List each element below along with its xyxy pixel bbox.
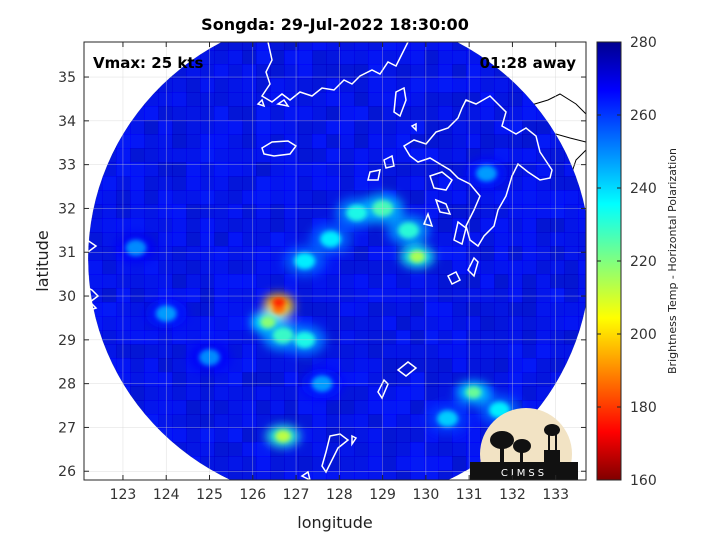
x-tick-label: 133 [542,487,569,503]
convection-core [465,386,482,399]
convection-core [409,250,425,263]
y-tick-label: 30 [58,289,76,305]
convection-core [475,165,497,182]
colorbar-tick-label: 200 [630,327,657,343]
colorbar-tick-label: 280 [630,35,657,51]
x-tick-label: 130 [413,487,440,503]
colorbar-label: Brightness Temp - Horizontal Polarizatio… [666,148,679,374]
x-tick-label: 132 [499,487,526,503]
x-tick-label: 128 [326,487,353,503]
y-tick-label: 29 [58,333,76,349]
convection-core [272,297,286,308]
y-tick-label: 26 [58,464,76,480]
convection-core [260,316,276,329]
x-tick-label: 124 [153,487,180,503]
y-tick-label: 33 [58,158,76,174]
convection-core [294,252,316,270]
colorbar-tick-label: 260 [630,108,657,124]
chart-title: Songda: 29-Jul-2022 18:30:00 [201,15,469,34]
y-tick-label: 35 [58,70,76,86]
x-tick-label: 131 [456,487,483,503]
convection-core [125,239,147,257]
convection-core [275,430,291,443]
colorbar-tick-label: 220 [630,254,657,270]
convection-core [437,410,459,427]
x-tick-label: 126 [239,487,266,503]
plot-area: Vmax: 25 kts 01:28 away CIMSS [84,42,586,480]
cimss-logo: CIMSS [470,408,578,480]
y-axis: 26 27 28 29 30 31 32 33 34 35 [58,70,586,480]
y-tick-label: 28 [58,377,76,393]
time-away-label: 01:28 away [480,54,577,72]
colorbar-tick-label: 160 [630,473,657,489]
colorbar: 160 180 200 220 240 260 280 Brightness Temp - … [596,35,679,489]
convection-core [398,222,420,239]
y-tick-label: 31 [58,245,76,261]
vmax-label: Vmax: 25 kts [93,54,203,72]
cimss-logo-text: CIMSS [501,468,547,479]
convection-core [272,327,294,344]
y-tick-label: 27 [58,420,76,436]
y-tick-label: 32 [58,201,76,217]
colorbar-ticks: 160 180 200 220 240 260 280 [597,35,657,489]
axes-frame [83,41,587,481]
x-tick-label: 123 [110,487,137,503]
colorbar-tick-label: 180 [630,400,657,416]
x-tick-label: 129 [369,487,396,503]
convection-core [320,230,342,248]
x-tick-label: 125 [196,487,223,503]
x-axis: 123 124 125 126 127 128 129 130 131 132 133 [110,42,569,503]
x-tick-label: 127 [283,487,310,503]
coastlines [84,42,553,480]
grid-lines [84,42,586,480]
y-axis-label: latitude [33,230,52,291]
x-axis-label: longitude [297,513,372,532]
convection-core [346,204,368,222]
colorbar-tick-label: 240 [630,181,657,197]
y-tick-label: 34 [58,114,76,130]
